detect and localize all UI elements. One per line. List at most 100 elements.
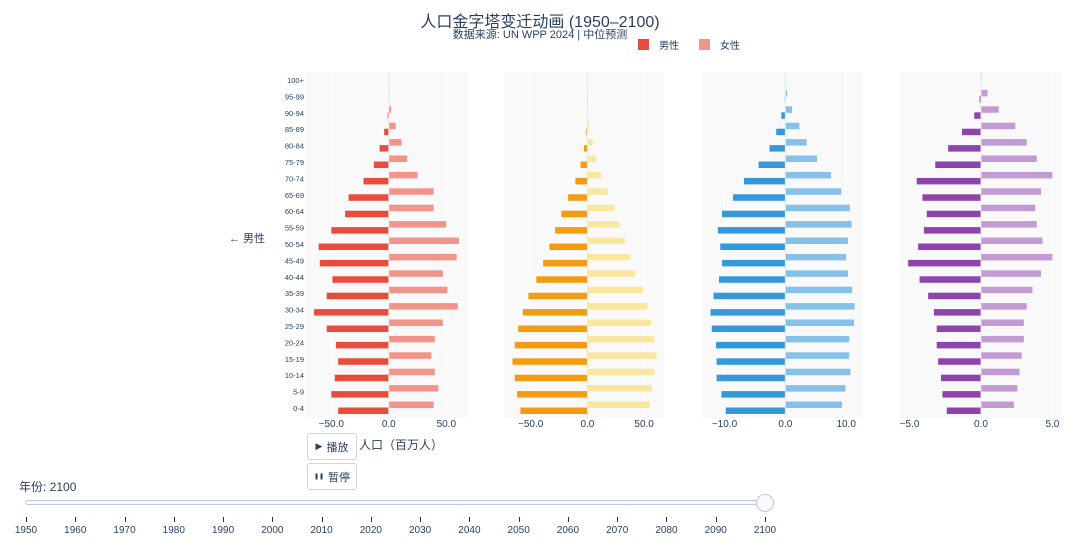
legend-swatch-male[interactable] [638, 39, 649, 50]
bar-female-85-89 [785, 122, 800, 130]
bar-female-75-79 [785, 155, 817, 162]
bar-female-35-39 [981, 286, 1033, 294]
slider-tick-label[interactable]: 2030 [409, 525, 432, 536]
y-tick-label: 25-29 [285, 322, 304, 331]
bar-female-65-69 [388, 188, 434, 195]
slider-tick-label[interactable]: 2070 [606, 525, 629, 536]
play-button[interactable]: ▶ 播放 [307, 433, 357, 460]
y-tick-label: 100+ [287, 76, 305, 85]
bar-female-40-44 [587, 270, 636, 277]
slider-tick-label[interactable]: 2090 [704, 525, 727, 536]
x-tick-label: 0.0 [974, 419, 988, 430]
y-tick-label: 15-19 [285, 355, 304, 364]
slider-tick [272, 517, 274, 522]
bar-female-55-59 [587, 221, 620, 228]
slider-tick [223, 517, 225, 522]
slider-tick-label[interactable]: 2040 [458, 525, 481, 536]
bar-female-5-9 [981, 385, 1018, 392]
legend-label-male[interactable]: 男性 [659, 41, 679, 52]
bar-male-65-69 [348, 194, 389, 201]
pause-button[interactable]: ❚❚ 暂停 [307, 463, 357, 490]
slider-tick-label[interactable]: 2010 [310, 525, 333, 536]
bar-male-5-9 [517, 391, 588, 398]
slider-tick [715, 517, 717, 522]
year-slider-handle[interactable] [756, 494, 774, 512]
bar-male-0-4 [338, 407, 389, 414]
slider-tick-label[interactable]: 2100 [753, 525, 777, 536]
legend-swatch-female[interactable] [699, 39, 710, 50]
bar-male-20-24 [936, 341, 981, 349]
x-tick-label: −5.0 [900, 419, 920, 430]
year-slider-track[interactable] [25, 500, 767, 505]
bar-male-55-59 [717, 227, 786, 234]
y-tick-label: 90-94 [285, 109, 304, 118]
bar-male-60-64 [722, 210, 786, 218]
slider-tick [124, 517, 126, 522]
bar-male-35-39 [528, 292, 588, 300]
slider-tick-label[interactable]: 2060 [556, 525, 580, 536]
bar-female-75-79 [587, 155, 597, 162]
bar-female-0-4 [587, 401, 650, 408]
bar-male-80-84 [584, 145, 588, 152]
bar-male-40-44 [332, 276, 389, 283]
bar-female-85-89 [587, 122, 590, 130]
slider-tick-label[interactable]: 1950 [14, 525, 38, 536]
bar-female-40-44 [785, 270, 849, 277]
bar-male-15-19 [938, 358, 981, 365]
bar-male-15-19 [338, 358, 389, 365]
bar-female-45-49 [785, 253, 847, 261]
slider-tick-label[interactable]: 1960 [64, 525, 87, 536]
bar-female-25-29 [785, 319, 855, 326]
bar-female-25-29 [388, 319, 443, 326]
bar-female-70-74 [388, 171, 418, 179]
slider-tick [26, 517, 27, 522]
bar-male-5-9 [942, 391, 981, 398]
bar-female-95-99 [785, 89, 788, 97]
slider-tick-label[interactable]: 2050 [507, 525, 530, 536]
bar-female-95-99 [981, 89, 988, 97]
slider-tick [617, 517, 619, 522]
bar-female-0-4 [785, 401, 842, 408]
bar-female-15-19 [981, 352, 1022, 359]
bar-male-0-4 [725, 407, 786, 414]
x-tick-label: 0.0 [778, 419, 792, 430]
slider-tick-label[interactable]: 2080 [655, 525, 678, 536]
slider-tick [518, 517, 520, 522]
slider-tick-label[interactable]: 1970 [113, 525, 136, 536]
bar-male-0-4 [946, 407, 981, 414]
bar-male-45-49 [908, 259, 981, 267]
bar-female-5-9 [785, 385, 846, 392]
bar-female-45-49 [587, 253, 631, 261]
bar-female-80-84 [587, 139, 593, 146]
slider-tick-label[interactable]: 2020 [359, 525, 382, 536]
x-tick-label: 0.0 [580, 419, 594, 430]
bar-male-5-9 [331, 391, 389, 398]
bar-female-35-39 [388, 286, 448, 294]
bar-male-15-19 [512, 358, 588, 365]
bar-female-30-34 [388, 303, 458, 310]
bar-female-20-24 [981, 335, 1024, 343]
slider-tick-label[interactable]: 1990 [211, 525, 235, 536]
bar-male-75-79 [580, 161, 588, 168]
bar-male-70-74 [743, 177, 786, 185]
bar-male-75-79 [935, 161, 981, 168]
y-tick-label: 20-24 [285, 338, 304, 347]
bar-male-5-9 [721, 391, 786, 398]
bar-male-40-44 [719, 276, 786, 283]
bar-female-70-74 [785, 171, 831, 179]
bar-female-15-19 [587, 352, 657, 359]
bar-female-10-14 [587, 368, 655, 376]
chart-title: 人口金字塔变迁动画 (1950–2100) [420, 14, 660, 31]
y-tick-label: 5-9 [293, 388, 304, 397]
slider-tick-label[interactable]: 2000 [261, 525, 284, 536]
bar-female-60-64 [388, 204, 434, 212]
bar-female-60-64 [587, 204, 615, 212]
bar-male-0-4 [520, 407, 588, 414]
slider-tick [567, 517, 569, 522]
legend-label-female[interactable]: 女性 [720, 41, 740, 52]
bar-female-65-69 [587, 188, 608, 195]
x-tick-label: −10.0 [712, 419, 738, 430]
bar-female-30-34 [587, 303, 648, 310]
bar-female-20-24 [587, 335, 655, 343]
slider-tick-label[interactable]: 1980 [162, 525, 185, 536]
